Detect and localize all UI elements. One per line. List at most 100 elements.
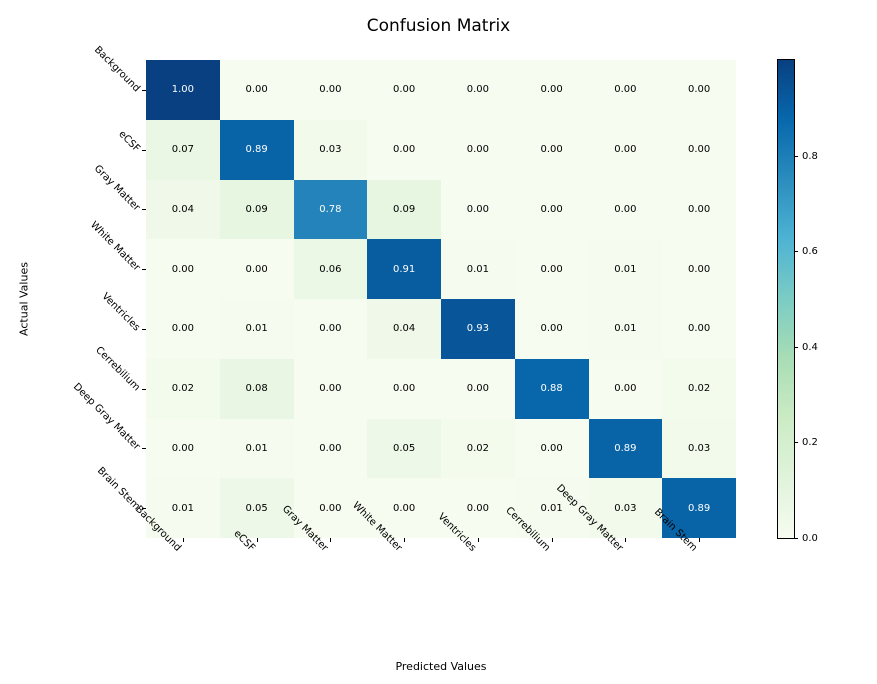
- heatmap-cell-value: 0.00: [172, 443, 194, 454]
- heatmap-cell-value: 0.02: [688, 383, 710, 394]
- x-tick-mark: [183, 538, 184, 542]
- heatmap-cell-value: 0.00: [172, 264, 194, 275]
- heatmap-cell: 0.00: [367, 120, 441, 180]
- heatmap-cell-value: 0.01: [614, 264, 636, 275]
- heatmap-cell-value: 0.00: [540, 443, 562, 454]
- heatmap-cell-value: 0.93: [467, 323, 489, 334]
- heatmap-cell-value: 0.07: [172, 144, 194, 155]
- heatmap-cell-value: 0.00: [540, 144, 562, 155]
- heatmap-cell-value: 0.00: [614, 204, 636, 215]
- heatmap-cell-value: 0.78: [319, 204, 341, 215]
- heatmap-cell: 0.02: [662, 359, 736, 419]
- heatmap-cell-value: 0.00: [319, 503, 341, 514]
- heatmap-cell-value: 0.00: [393, 503, 415, 514]
- heatmap-cell-value: 0.00: [319, 84, 341, 95]
- heatmap-cell-value: 0.06: [319, 264, 341, 275]
- heatmap-cell-value: 0.00: [688, 84, 710, 95]
- heatmap-cell: 0.00: [367, 60, 441, 120]
- heatmap-cell: 0.00: [294, 299, 368, 359]
- y-tick-label: Background: [37, 0, 142, 94]
- heatmap-cell: 1.00: [146, 60, 220, 120]
- x-tick-mark: [625, 538, 626, 542]
- colorbar-tick-mark: [794, 251, 798, 252]
- heatmap-cell-value: 0.00: [172, 323, 194, 334]
- y-tick-mark: [142, 329, 146, 330]
- heatmap-cell-value: 0.00: [614, 84, 636, 95]
- heatmap-cell: 0.00: [515, 299, 589, 359]
- x-tick-mark: [478, 538, 479, 542]
- y-axis-label: Actual Values: [18, 262, 31, 336]
- x-axis-label: Predicted Values: [146, 660, 736, 673]
- heatmap-cell-value: 0.05: [393, 443, 415, 454]
- heatmap-cell-value: 0.00: [393, 144, 415, 155]
- heatmap-cell: 0.00: [294, 60, 368, 120]
- y-tick-label: Gray Matter: [37, 108, 142, 213]
- heatmap-cell: 0.00: [441, 180, 515, 240]
- heatmap-cell-value: 0.89: [688, 503, 710, 514]
- heatmap-cell: 0.03: [294, 120, 368, 180]
- x-tick-mark: [552, 538, 553, 542]
- heatmap-cell-value: 0.00: [540, 264, 562, 275]
- y-tick-label: eCSF: [37, 49, 142, 154]
- heatmap-cell: 0.00: [589, 120, 663, 180]
- colorbar-tick-mark: [794, 538, 798, 539]
- heatmap-cell: 0.01: [589, 239, 663, 299]
- heatmap-cell: 0.00: [146, 299, 220, 359]
- y-tick-label: Deep Gray Matter: [37, 347, 142, 452]
- heatmap-cell: 0.89: [220, 120, 294, 180]
- heatmap-cell: 0.78: [294, 180, 368, 240]
- heatmap-cell: 0.00: [662, 180, 736, 240]
- heatmap-cell: 0.00: [589, 359, 663, 419]
- heatmap-cell-value: 0.00: [319, 383, 341, 394]
- heatmap-cell: 0.00: [662, 120, 736, 180]
- heatmap-cell: 0.09: [220, 180, 294, 240]
- colorbar-tick-label: 0.0: [802, 533, 818, 544]
- heatmap-cell-value: 0.01: [467, 264, 489, 275]
- y-tick-mark: [142, 150, 146, 151]
- heatmap-cell: 0.07: [146, 120, 220, 180]
- colorbar-tick-label: 0.8: [802, 151, 818, 162]
- heatmap-cell-value: 1.00: [172, 84, 194, 95]
- colorbar-tick-label: 0.6: [802, 246, 818, 257]
- heatmap-cell: 0.01: [441, 239, 515, 299]
- heatmap-cell: 0.00: [146, 239, 220, 299]
- heatmap-cell-value: 0.01: [245, 323, 267, 334]
- heatmap-cell-value: 0.88: [540, 383, 562, 394]
- heatmap-cell-value: 0.01: [540, 503, 562, 514]
- heatmap-cell-value: 0.00: [467, 84, 489, 95]
- colorbar-tick-label: 0.4: [802, 342, 818, 353]
- colorbar-tick-mark: [794, 156, 798, 157]
- colorbar: 0.00.20.40.60.8: [778, 60, 794, 538]
- heatmap-cell-value: 0.00: [393, 84, 415, 95]
- heatmap-cell: 0.00: [515, 120, 589, 180]
- heatmap-cell-value: 0.00: [688, 323, 710, 334]
- heatmap-cell-value: 0.02: [467, 443, 489, 454]
- heatmap-cell: 0.00: [220, 60, 294, 120]
- heatmap-cell: 0.00: [662, 239, 736, 299]
- heatmap-cell: 0.00: [441, 60, 515, 120]
- heatmap-cell: 0.00: [589, 180, 663, 240]
- y-tick-label: Ventricles: [37, 228, 142, 333]
- heatmap-cell-value: 0.00: [688, 144, 710, 155]
- heatmap-cell-value: 0.09: [245, 204, 267, 215]
- heatmap-cell-value: 0.00: [614, 383, 636, 394]
- chart-title-text: Confusion Matrix: [367, 16, 511, 36]
- heatmap-cell-value: 0.04: [393, 323, 415, 334]
- colorbar-tick-mark: [794, 347, 798, 348]
- heatmap-cell-value: 0.08: [245, 383, 267, 394]
- x-tick-mark: [257, 538, 258, 542]
- colorbar-gradient: [778, 60, 794, 538]
- heatmap-cell: 0.00: [515, 60, 589, 120]
- heatmap-cell-value: 0.89: [614, 443, 636, 454]
- heatmap-cell: 0.03: [662, 419, 736, 479]
- heatmap-cell-value: 0.00: [467, 144, 489, 155]
- colorbar-tick-label: 0.2: [802, 437, 818, 448]
- heatmap-cell-value: 0.00: [319, 443, 341, 454]
- heatmap-cell-value: 0.04: [172, 204, 194, 215]
- y-tick-label: Cerrebilium: [37, 288, 142, 393]
- heatmap-cell-value: 0.02: [172, 383, 194, 394]
- heatmap-cell-value: 0.00: [319, 323, 341, 334]
- heatmap-cell: 0.01: [220, 299, 294, 359]
- y-tick-mark: [142, 209, 146, 210]
- heatmap-cell-value: 0.00: [688, 204, 710, 215]
